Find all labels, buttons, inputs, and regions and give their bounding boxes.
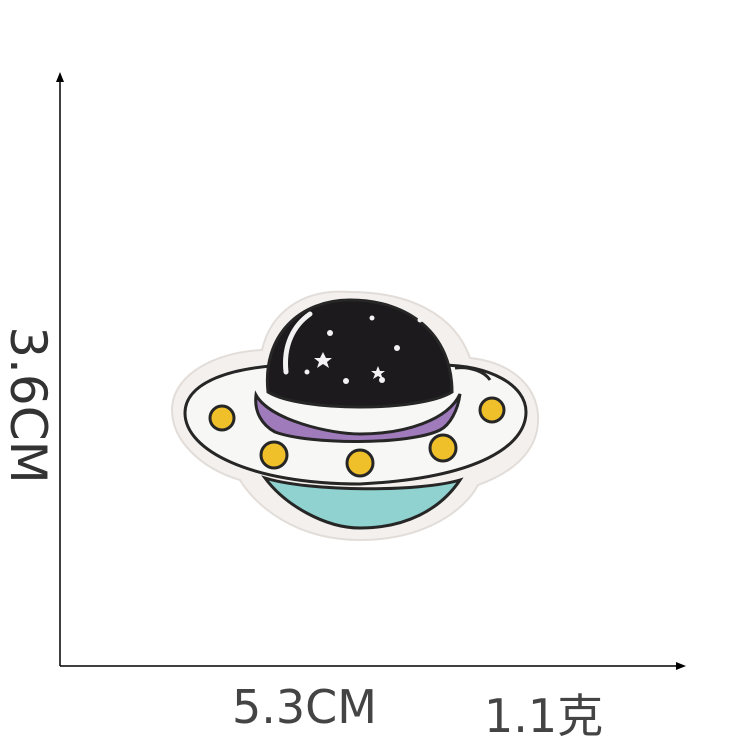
dome-highlight [283, 311, 313, 375]
horizontal-axis-arrow-icon [676, 662, 686, 670]
width-dimension-label: 5.3CM [232, 680, 377, 734]
purple-band [254, 390, 462, 443]
weight-label: 1.1克 [484, 689, 604, 743]
height-dimension-label: 3.6CM [0, 326, 57, 484]
saucer-base [261, 475, 464, 530]
dome [265, 298, 454, 409]
ufo-patch [170, 290, 540, 542]
saucer-lights [208, 396, 506, 478]
vertical-axis-arrow-icon [56, 72, 64, 82]
saucer-fin [454, 366, 492, 381]
star-dots [304, 315, 423, 384]
